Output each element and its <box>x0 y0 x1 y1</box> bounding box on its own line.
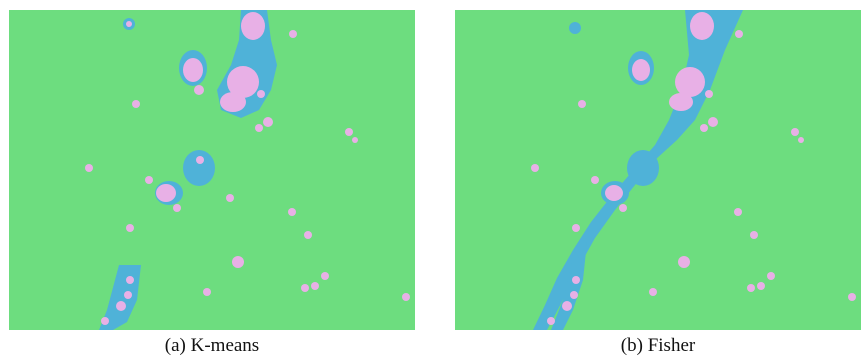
fisher-segmentation-svg <box>455 10 861 330</box>
fisher-segmentation-image <box>455 10 861 330</box>
caption-fisher: (b) Fisher <box>620 335 696 356</box>
kmeans-segmentation-svg <box>9 10 415 330</box>
caption-kmeans: (a) K-means <box>164 335 260 356</box>
kmeans-segmentation-image <box>9 10 415 330</box>
